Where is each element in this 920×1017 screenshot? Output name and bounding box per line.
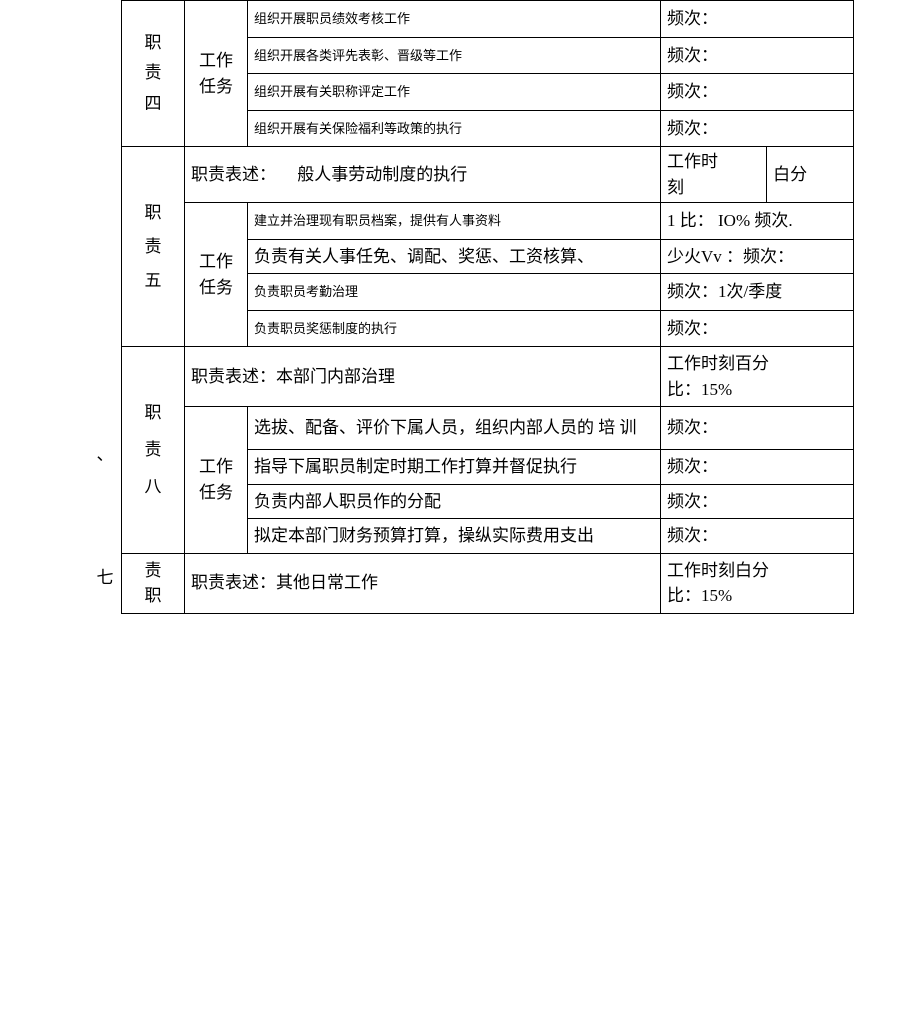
s5-freq-3: 频次： (661, 310, 854, 347)
s5-task-2: 负责职员考勤治理 (248, 274, 661, 311)
row-s4-margin (89, 1, 122, 147)
s4-task-2: 组织开展有关职称评定工作 (248, 74, 661, 111)
s5-task-0: 建立并治理现有职员档案，提供有人事资料 (248, 203, 661, 240)
s5-desc-label: 职责表述： (191, 165, 276, 184)
s5-time-left: 工作时刻 (661, 147, 767, 202)
s4-label: 职责四 (122, 1, 185, 147)
s8-label: 职责八 (122, 347, 185, 554)
s8-task-label: 工作任务 (185, 407, 248, 554)
s5-freq-2: 频次：1次/季度 (661, 274, 854, 311)
s7-label: 责职 (122, 553, 185, 613)
s7-time: 工作时刻白分比：15% (661, 553, 854, 613)
s4-freq-0: 频次： (661, 1, 854, 38)
s4-task-label: 工作任务 (185, 1, 248, 147)
s8-time: 工作时刻百分比：15% (661, 347, 854, 407)
s5-task-label: 工作任务 (185, 203, 248, 347)
s5-task-1: 负责有关人事任免、调配、奖惩、工资核算、 (248, 239, 661, 274)
s8-margin-mark: 、 (89, 347, 122, 554)
s8-task-2: 负责内部人职员作的分配 (248, 484, 661, 519)
s4-freq-3: 频次： (661, 110, 854, 147)
s5-label: 职责五 (122, 147, 185, 347)
s7-margin-mark: 七 (89, 553, 122, 613)
s4-task-1: 组织开展各类评先表彰、晋级等工作 (248, 37, 661, 74)
s4-task-3: 组织开展有关保险福利等政策的执行 (248, 110, 661, 147)
s5-freq-0: 1 比： IO% 频次. (661, 203, 854, 240)
s4-freq-2: 频次： (661, 74, 854, 111)
s5-desc: 职责表述： 般人事劳动制度的执行 (185, 147, 661, 203)
s5-time-cell: 工作时刻 白分 (661, 147, 854, 203)
s5-desc-text: 般人事劳动制度的执行 (297, 165, 467, 184)
s8-freq-3: 频次： (661, 519, 854, 554)
s5-task-3: 负责职员奖惩制度的执行 (248, 310, 661, 347)
s8-task-3: 拟定本部门财务预算打算，操纵实际费用支出 (248, 519, 661, 554)
s8-task-1: 指导下属职员制定时期工作打算并督促执行 (248, 450, 661, 485)
s7-desc: 职责表述：其他日常工作 (185, 553, 661, 613)
s4-freq-1: 频次： (661, 37, 854, 74)
s8-freq-2: 频次： (661, 484, 854, 519)
s5-freq-1: 少火Vv ：频次： (661, 239, 854, 274)
responsibility-table: 职责四 工作任务 组织开展职员绩效考核工作 频次： 组织开展各类评先表彰、晋级等… (89, 0, 854, 614)
s8-task-0: 选拔、配备、评价下属人员，组织内部人员的 培 训 (248, 407, 661, 450)
s8-freq-1: 频次： (661, 450, 854, 485)
row-s5-margin (89, 147, 122, 347)
s5-time-right: 白分 (767, 147, 853, 202)
s4-task-0: 组织开展职员绩效考核工作 (248, 1, 661, 38)
s8-desc: 职责表述：本部门内部治理 (185, 347, 661, 407)
s8-freq-0: 频次： (661, 407, 854, 450)
